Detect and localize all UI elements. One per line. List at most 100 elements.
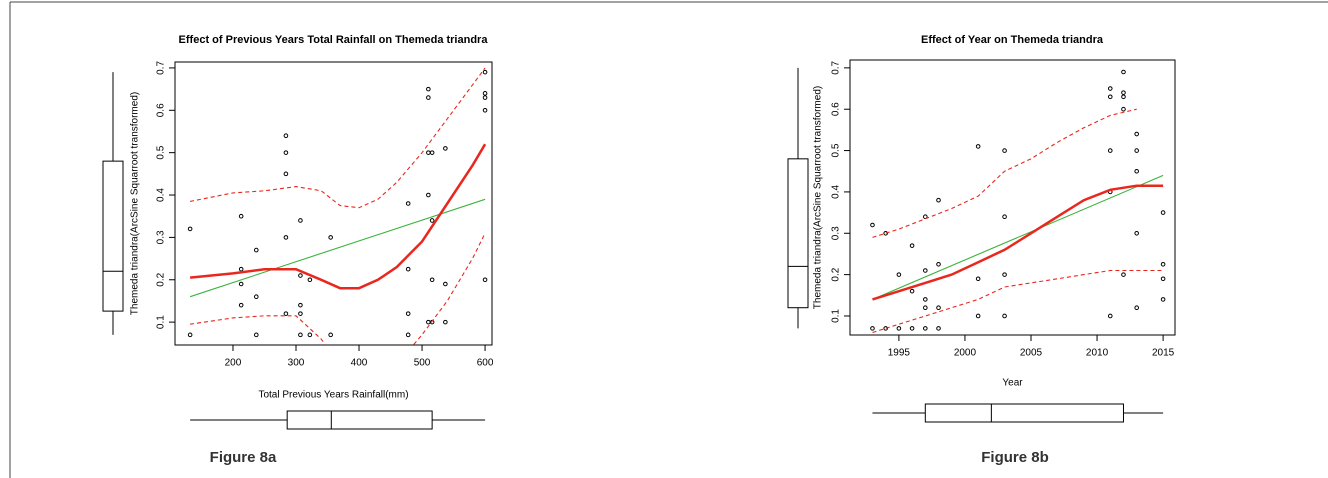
- data-point: [1121, 106, 1126, 112]
- data-point: [936, 197, 941, 203]
- y-tick-label: 0.6: [831, 102, 842, 116]
- data-point: [187, 332, 193, 338]
- chart-title: Effect of Previous Years Total Rainfall …: [179, 34, 489, 46]
- y-box: [102, 160, 124, 312]
- confidence-band: [872, 269, 1164, 334]
- data-point: [429, 277, 435, 283]
- data-point: [896, 326, 902, 331]
- data-point: [936, 261, 941, 267]
- data-point: [298, 332, 303, 338]
- figure-caption: Figure 8a: [210, 449, 277, 466]
- data-point: [405, 311, 411, 316]
- data-point: [1107, 94, 1113, 100]
- y-axis-label: Themeda triandra(ArcSine Squarroot trans…: [813, 86, 824, 309]
- x-tick-label: 500: [414, 358, 431, 369]
- data-point: [426, 86, 431, 92]
- plot-frame: [174, 61, 493, 346]
- data-point: [936, 326, 941, 331]
- x-tick-label: 200: [225, 358, 242, 369]
- plot-area: [870, 69, 1166, 334]
- data-point: [482, 91, 488, 96]
- data-point: [1134, 305, 1139, 311]
- data-point: [482, 277, 488, 283]
- x-tick-label: 2010: [1086, 348, 1109, 359]
- x-tick-label: 400: [351, 358, 368, 369]
- data-point: [253, 294, 259, 300]
- y-tick-label: 0.6: [156, 103, 167, 117]
- data-point: [426, 192, 431, 198]
- y-tick-label: 0.4: [156, 188, 167, 202]
- y-tick-label: 0.4: [831, 185, 842, 199]
- x-axis-label: Total Previous Years Rainfall(mm): [258, 390, 408, 401]
- y-tick-label: 0.5: [156, 145, 167, 159]
- data-point: [283, 235, 289, 240]
- y-box: [787, 158, 809, 309]
- data-point: [298, 273, 303, 278]
- x-axis-label: Year: [1002, 378, 1023, 389]
- data-point: [283, 150, 289, 155]
- data-point: [896, 272, 902, 277]
- data-point: [1107, 86, 1113, 91]
- data-point: [443, 319, 448, 325]
- figure-caption: Figure 8b: [981, 449, 1049, 466]
- data-point: [1002, 272, 1007, 277]
- data-point: [298, 302, 303, 308]
- data-point: [238, 213, 244, 219]
- y-tick-label: 0.5: [831, 143, 842, 157]
- data-point: [923, 305, 928, 311]
- data-point: [443, 281, 448, 287]
- data-point: [870, 222, 875, 228]
- data-point: [1160, 261, 1166, 267]
- data-point: [1121, 94, 1126, 100]
- linear-fit: [189, 198, 486, 298]
- x-tick-label: 2015: [1152, 348, 1175, 359]
- data-point: [1002, 148, 1007, 153]
- data-point: [936, 305, 941, 311]
- y-tick-label: 0.3: [156, 230, 167, 244]
- data-point: [298, 218, 303, 223]
- data-point: [1160, 276, 1166, 282]
- data-point: [1121, 90, 1126, 95]
- data-point: [482, 69, 488, 75]
- x-box: [924, 403, 1124, 423]
- y-tick-label: 0.1: [156, 315, 167, 329]
- confidence-band: [189, 67, 486, 209]
- data-point: [1134, 148, 1139, 153]
- data-point: [870, 326, 875, 331]
- data-point: [426, 319, 431, 325]
- data-point: [482, 95, 488, 100]
- data-point: [975, 144, 981, 149]
- data-point: [283, 311, 289, 316]
- x-tick-label: 300: [288, 358, 305, 369]
- data-point: [405, 332, 411, 338]
- data-point: [975, 313, 981, 319]
- data-point: [1134, 131, 1139, 137]
- data-point: [923, 326, 928, 331]
- linear-fit: [872, 174, 1164, 300]
- data-point: [975, 276, 981, 282]
- y-tick-label: 0.7: [156, 61, 167, 75]
- data-point: [429, 218, 435, 223]
- data-point: [909, 326, 915, 331]
- data-point: [238, 302, 244, 308]
- data-point: [253, 247, 259, 253]
- data-point: [238, 281, 244, 287]
- confidence-band: [872, 108, 1137, 238]
- chart-title: Effect of Year on Themeda triandra: [921, 34, 1104, 46]
- x-tick-label: 600: [477, 358, 494, 369]
- data-point: [923, 297, 928, 302]
- x-tick-label: 2000: [954, 348, 977, 359]
- data-point: [298, 311, 303, 316]
- data-point: [1160, 210, 1166, 215]
- data-point: [923, 268, 928, 273]
- y-tick-label: 0.2: [156, 272, 167, 286]
- data-point: [283, 133, 289, 139]
- data-point: [426, 95, 431, 100]
- x-tick-label: 2005: [1020, 348, 1043, 359]
- y-tick-label: 0.7: [831, 60, 842, 74]
- data-point: [187, 226, 193, 232]
- x-tick-label: 1995: [888, 348, 911, 359]
- y-tick-label: 0.3: [831, 226, 842, 240]
- plot-frame: [849, 59, 1176, 336]
